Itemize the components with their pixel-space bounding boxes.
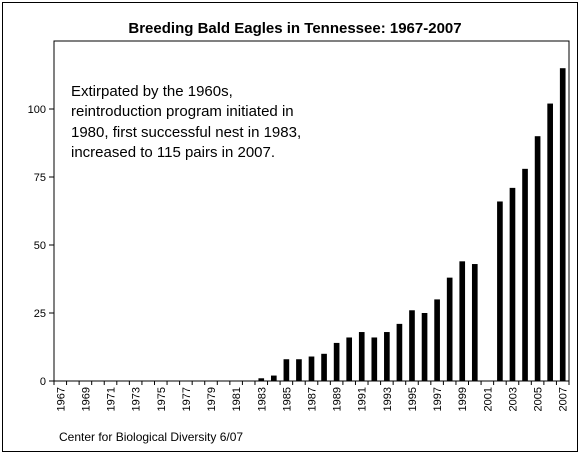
x-tick-label: 1969 — [80, 387, 92, 411]
y-tick-label: 100 — [28, 104, 46, 116]
x-tick-label: 1975 — [156, 387, 168, 411]
annotation-line: increased to 115 pairs in 2007. — [71, 144, 275, 161]
bar — [346, 337, 353, 381]
bars — [258, 68, 566, 381]
x-tick-label: 1971 — [106, 387, 118, 411]
bar — [270, 375, 277, 381]
bar — [471, 264, 478, 381]
bar — [497, 201, 503, 381]
x-tick-label: 2001 — [482, 387, 494, 411]
x-tick-label: 1967 — [55, 387, 67, 411]
x-tick-label: 1999 — [457, 387, 469, 411]
bar — [534, 136, 541, 381]
bar — [509, 187, 516, 381]
bar — [371, 337, 378, 381]
bar — [547, 103, 553, 381]
x-tick-label: 1989 — [332, 387, 344, 411]
bar — [358, 332, 365, 381]
annotation: Extirpated by the 1960s, reintroduction … — [71, 83, 301, 161]
bar — [308, 356, 315, 381]
bar — [446, 277, 453, 381]
bar — [283, 359, 290, 381]
x-tick-label: 1985 — [281, 387, 293, 411]
annotation-line: 1980, first successful nest in 1983, — [71, 124, 301, 141]
x-axis: 1967 1969 1971 1973 1975 1977 1979 1981 1983 1985… — [53, 381, 570, 411]
bar — [258, 378, 265, 381]
x-tick-label: 1983 — [256, 387, 268, 411]
x-tick-label: 1973 — [131, 387, 143, 411]
bar — [333, 342, 340, 381]
annotation-line: Extirpated by the 1960s, — [71, 83, 233, 100]
x-tick-label: 1981 — [231, 387, 243, 411]
x-tick-label: 2007 — [558, 387, 570, 411]
bar — [396, 323, 403, 381]
y-tick-label: 25 — [34, 308, 46, 320]
bar — [321, 353, 327, 381]
bar — [384, 332, 390, 381]
y-tick-label: 0 — [40, 376, 46, 388]
chart-frame: Breeding Bald Eagles in Tennessee: 1967-… — [2, 2, 578, 452]
x-tick-label: 1979 — [206, 387, 218, 411]
x-tick-label: 1977 — [181, 387, 193, 411]
bar-chart: Breeding Bald Eagles in Tennessee: 1967-… — [28, 20, 570, 444]
bar — [434, 299, 440, 381]
x-tick-label: 1997 — [432, 387, 444, 411]
x-tick-label: 1991 — [357, 387, 369, 411]
x-tick-label: 1995 — [407, 387, 419, 411]
y-tick-label: 50 — [34, 240, 46, 252]
x-tick-label: 1993 — [382, 387, 394, 411]
bar — [421, 313, 428, 381]
x-tick-label: 2005 — [533, 387, 545, 411]
x-tick-label: 2003 — [507, 387, 519, 411]
y-axis: 0 25 50 75 100 — [28, 104, 54, 388]
source-credit: Center for Biological Diversity 6/07 — [59, 430, 243, 444]
bar — [296, 359, 302, 381]
bar — [522, 168, 528, 381]
x-tick-label: 1987 — [307, 387, 319, 411]
bar — [409, 310, 415, 381]
chart-title: Breeding Bald Eagles in Tennessee: 1967-… — [128, 20, 461, 37]
bar — [459, 261, 466, 381]
y-tick-label: 75 — [34, 172, 46, 184]
annotation-line: reintroduction program initiated in — [71, 103, 294, 120]
bar — [559, 68, 566, 381]
